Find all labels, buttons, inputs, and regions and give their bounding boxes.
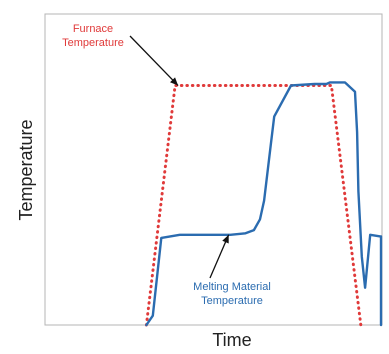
plot-frame	[44, 13, 383, 326]
annotation-0-arrow	[129, 35, 179, 86]
x-axis-label: Time	[212, 330, 251, 349]
annotation-1-arrowhead	[222, 234, 229, 244]
series-layer	[144, 81, 383, 327]
annotation-layer: Furnace Temperature Melting Material Temper…	[62, 23, 271, 307]
annotation-1-line-1: Temperature	[201, 295, 263, 307]
annotation-1-line-0: Melting Material	[193, 281, 271, 293]
annotation-0-line-0: Furnace	[73, 23, 113, 35]
series-line-0	[144, 84, 363, 327]
annotation-0-line-1: Temperature	[62, 37, 124, 49]
annotation-0-arrowhead	[170, 77, 179, 86]
series-line-1	[145, 81, 383, 327]
y-axis-label: Temperature	[16, 119, 36, 220]
